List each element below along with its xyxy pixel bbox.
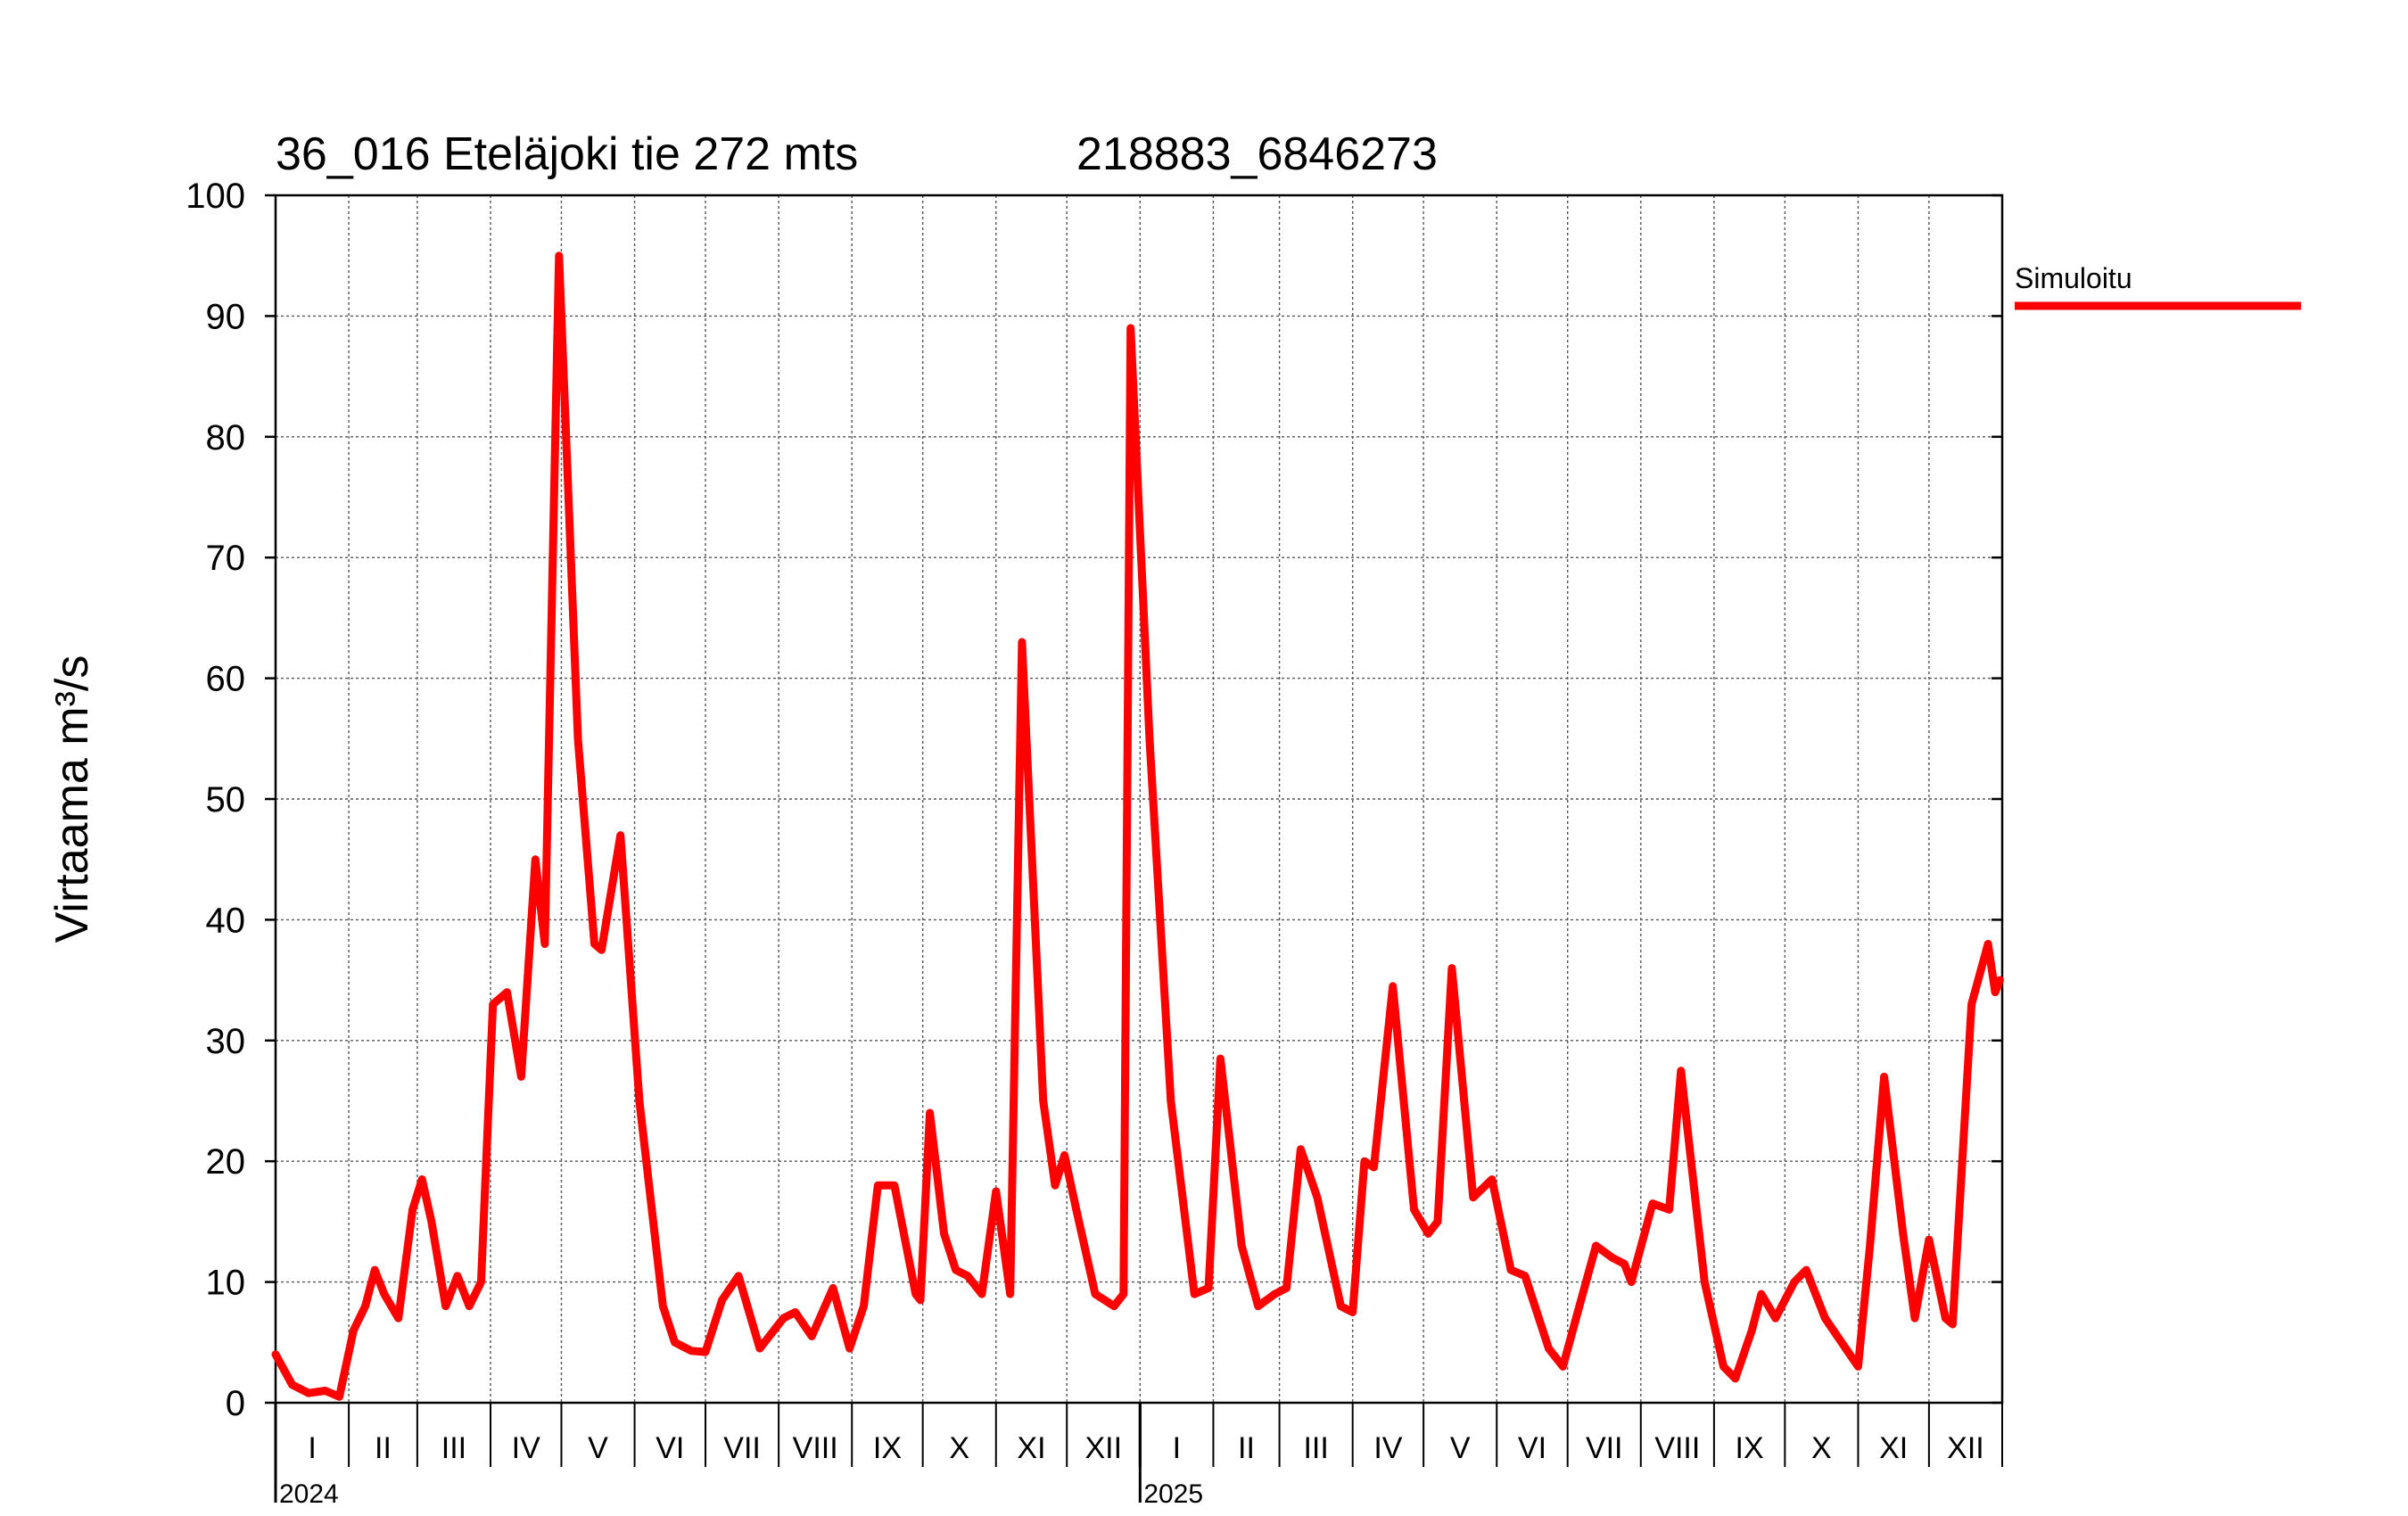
year-label: 2024 [279,1479,339,1509]
month-label: V [1450,1431,1471,1465]
month-label: XII [1084,1431,1122,1465]
month-label: II [375,1431,392,1465]
month-label: X [1811,1431,1832,1465]
y-tick-label: 80 [206,418,246,457]
month-label: VIII [793,1431,838,1465]
month-label: VII [723,1431,761,1465]
month-label: I [1173,1431,1181,1465]
month-label: XII [1947,1431,1984,1465]
y-tick-label: 0 [226,1384,245,1423]
y-tick-label: 70 [206,539,246,578]
y-tick-label: 40 [206,901,246,940]
y-tick-label: 50 [206,780,246,820]
y-tick-label: 90 [206,297,246,336]
y-tick-label: 100 [186,177,245,216]
y-tick-label: 10 [206,1264,246,1303]
chart-title: 36_016 Eteläjoki tie 272 mts [276,128,858,180]
chart-subtitle: 218883_6846273 [1076,128,1438,180]
month-label: VIII [1654,1431,1700,1465]
month-label: VI [656,1431,684,1465]
legend: Simuloitu [2015,262,2301,310]
month-label: X [949,1431,969,1465]
year-label: 2025 [1143,1479,1203,1509]
month-label: IX [873,1431,902,1465]
y-axis: 0 10 20 30 40 50 60 70 80 90 100 [186,177,2002,1423]
month-label: IV [512,1431,540,1465]
month-label: XI [1017,1431,1045,1465]
y-tick-label: 20 [206,1142,246,1182]
month-label: III [1303,1431,1328,1465]
legend-label: Simuloitu [2015,262,2132,294]
series-layer [271,251,2004,1401]
y-tick-label: 30 [206,1022,246,1061]
month-label: VI [1518,1431,1546,1465]
series-line-simuloitu [271,251,2004,1401]
y-axis-label: Virtaama m³/s [46,655,98,943]
y-tick-label: 60 [206,660,246,699]
month-label: II [1238,1431,1255,1465]
month-label: IV [1373,1431,1402,1465]
month-label: VII [1586,1431,1623,1465]
month-label: XI [1879,1431,1908,1465]
month-label: I [308,1431,316,1465]
month-label: IX [1736,1431,1764,1465]
month-label: V [588,1431,608,1465]
x-axis: I II III IV V VI VII VIII IX X XI XII I II III IV V VI VII… [274,1403,2003,1509]
month-label: III [441,1431,466,1465]
